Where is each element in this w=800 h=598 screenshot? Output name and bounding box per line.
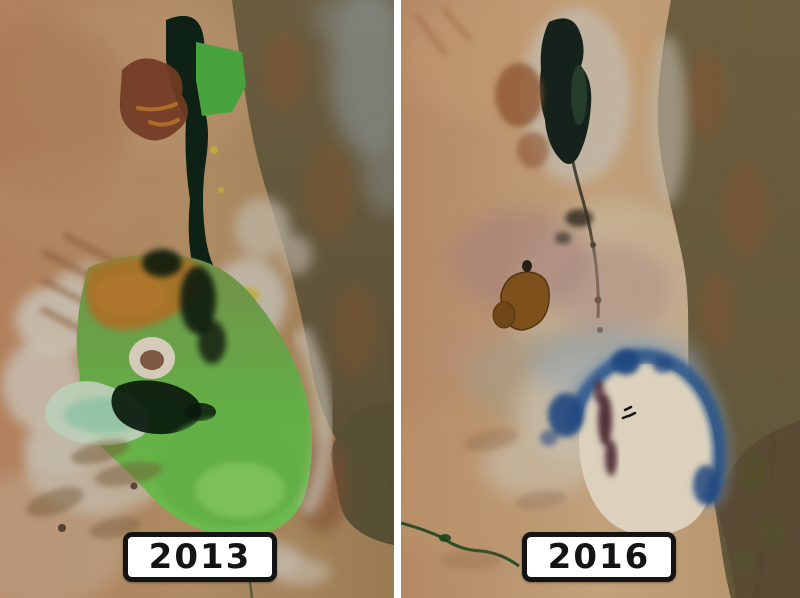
satellite-panel-2016: 2016 xyxy=(401,0,800,598)
grain-overlay xyxy=(0,0,394,598)
scene-2016 xyxy=(401,0,800,598)
satellite-panel-2013: 2013 xyxy=(0,0,394,598)
year-text-2013: 2013 xyxy=(148,537,252,577)
grain-overlay xyxy=(401,0,800,598)
year-label-2016: 2016 xyxy=(522,532,676,582)
scene-2013 xyxy=(0,0,394,598)
panel-divider xyxy=(394,0,401,598)
year-text-2016: 2016 xyxy=(547,537,651,577)
year-label-2013: 2013 xyxy=(123,532,277,582)
